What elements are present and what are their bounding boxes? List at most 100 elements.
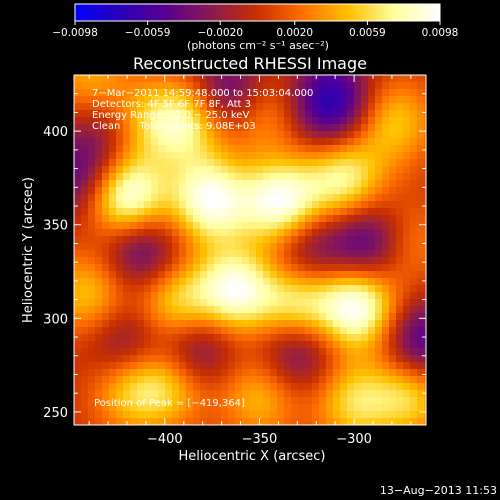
heatmap-pixel bbox=[403, 243, 411, 251]
heatmap-pixel bbox=[130, 264, 138, 272]
heatmap-pixel bbox=[200, 124, 208, 132]
heatmap-pixel bbox=[291, 341, 299, 349]
heatmap-pixel bbox=[81, 180, 89, 188]
heatmap-pixel bbox=[116, 404, 124, 412]
heatmap-pixel bbox=[172, 236, 180, 244]
heatmap-pixel bbox=[95, 173, 103, 181]
heatmap-pixel bbox=[137, 201, 145, 209]
heatmap-pixel bbox=[368, 320, 376, 328]
heatmap-pixel bbox=[186, 138, 194, 146]
heatmap-pixel bbox=[179, 292, 187, 300]
heatmap-pixel bbox=[291, 110, 299, 118]
heatmap-pixel bbox=[123, 180, 131, 188]
heatmap-pixel bbox=[424, 411, 426, 419]
heatmap-pixel bbox=[403, 306, 411, 314]
heatmap-pixel bbox=[312, 89, 320, 97]
heatmap-pixel bbox=[333, 236, 341, 244]
heatmap-pixel bbox=[424, 271, 426, 279]
heatmap-pixel bbox=[333, 334, 341, 342]
heatmap-pixel bbox=[81, 124, 89, 132]
heatmap-pixel bbox=[403, 208, 411, 216]
heatmap-pixel bbox=[417, 82, 425, 90]
heatmap-pixel bbox=[291, 369, 299, 377]
heatmap-pixel bbox=[340, 348, 348, 356]
heatmap-pixel bbox=[396, 138, 404, 146]
heatmap-pixel bbox=[256, 299, 264, 307]
heatmap-pixel bbox=[368, 327, 376, 335]
heatmap-pixel bbox=[74, 159, 82, 167]
heatmap-pixel bbox=[242, 194, 250, 202]
heatmap-pixel bbox=[277, 257, 285, 265]
heatmap-pixel bbox=[277, 292, 285, 300]
heatmap-pixel bbox=[207, 383, 215, 391]
heatmap-pixel bbox=[235, 96, 243, 104]
heatmap-pixel bbox=[151, 208, 159, 216]
heatmap-pixel bbox=[214, 313, 222, 321]
heatmap-pixel bbox=[298, 103, 306, 111]
heatmap-pixel bbox=[74, 117, 82, 125]
heatmap-pixel bbox=[396, 348, 404, 356]
heatmap-pixel bbox=[333, 369, 341, 377]
heatmap-pixel bbox=[319, 355, 327, 363]
heatmap-pixel bbox=[347, 411, 355, 419]
heatmap-pixel bbox=[263, 138, 271, 146]
heatmap-pixel bbox=[417, 229, 425, 237]
heatmap-pixel bbox=[375, 376, 383, 384]
heatmap-pixel bbox=[284, 243, 292, 251]
heatmap-pixel bbox=[270, 418, 278, 425]
heatmap-pixel bbox=[186, 222, 194, 230]
heatmap-pixel bbox=[137, 257, 145, 265]
heatmap-pixel bbox=[270, 278, 278, 286]
heatmap-pixel bbox=[179, 159, 187, 167]
heatmap-pixel bbox=[277, 180, 285, 188]
heatmap-pixel bbox=[424, 383, 426, 391]
heatmap-pixel bbox=[382, 236, 390, 244]
heatmap-pixel bbox=[235, 278, 243, 286]
heatmap-pixel bbox=[207, 285, 215, 293]
heatmap-pixel bbox=[354, 327, 362, 335]
heatmap-pixel bbox=[354, 208, 362, 216]
heatmap-pixel bbox=[102, 327, 110, 335]
heatmap-pixel bbox=[186, 292, 194, 300]
heatmap-pixel bbox=[389, 355, 397, 363]
heatmap-pixel bbox=[193, 348, 201, 356]
heatmap-pixel bbox=[88, 257, 96, 265]
heatmap-pixel bbox=[200, 187, 208, 195]
heatmap-pixel bbox=[340, 131, 348, 139]
heatmap-pixel bbox=[158, 383, 166, 391]
heatmap-pixel bbox=[81, 82, 89, 90]
heatmap-pixel bbox=[382, 208, 390, 216]
heatmap-pixel bbox=[319, 404, 327, 412]
heatmap-pixel bbox=[361, 383, 369, 391]
heatmap-pixel bbox=[221, 341, 229, 349]
heatmap-pixel bbox=[242, 110, 250, 118]
heatmap-pixel bbox=[81, 334, 89, 342]
heatmap-pixel bbox=[340, 243, 348, 251]
heatmap-pixel bbox=[165, 348, 173, 356]
heatmap-pixel bbox=[158, 229, 166, 237]
heatmap-pixel bbox=[291, 201, 299, 209]
heatmap-pixel bbox=[144, 89, 152, 97]
heatmap-pixel bbox=[207, 117, 215, 125]
heatmap-pixel bbox=[354, 152, 362, 160]
heatmap-pixel bbox=[389, 187, 397, 195]
heatmap-pixel bbox=[158, 110, 166, 118]
heatmap-pixel bbox=[74, 152, 82, 160]
heatmap-pixel bbox=[228, 397, 236, 405]
heatmap-pixel bbox=[382, 201, 390, 209]
heatmap-pixel bbox=[277, 313, 285, 321]
heatmap-pixel bbox=[130, 306, 138, 314]
heatmap-pixel bbox=[305, 124, 313, 132]
heatmap-pixel bbox=[298, 376, 306, 384]
heatmap-pixel bbox=[375, 138, 383, 146]
heatmap-pixel bbox=[410, 75, 418, 83]
heatmap-pixel bbox=[256, 229, 264, 237]
heatmap-pixel bbox=[242, 390, 250, 398]
heatmap-pixel bbox=[95, 180, 103, 188]
heatmap-pixel bbox=[207, 362, 215, 370]
heatmap-pixel bbox=[305, 222, 313, 230]
heatmap-pixel bbox=[249, 411, 257, 419]
heatmap-pixel bbox=[235, 334, 243, 342]
heatmap-pixel bbox=[186, 243, 194, 251]
heatmap-pixel bbox=[291, 285, 299, 293]
